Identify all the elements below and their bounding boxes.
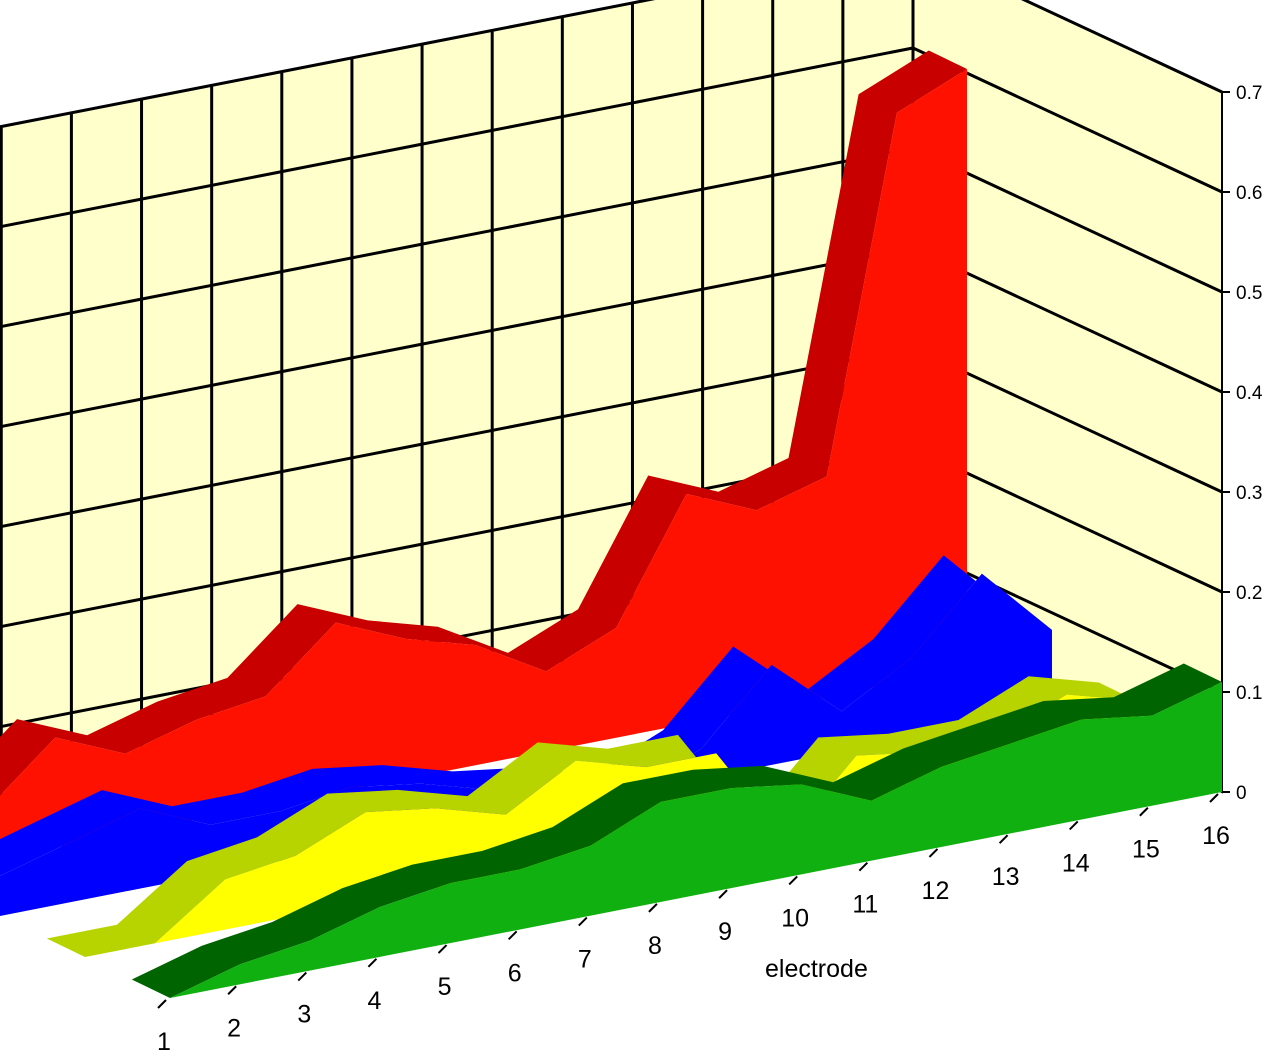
x-tick-mark: [718, 889, 728, 899]
x-tick-label: 6: [508, 959, 522, 987]
series-front-face: [170, 682, 1222, 998]
x-tick-mark: [998, 834, 1009, 844]
x-tick-label: 5: [438, 973, 452, 1001]
x-tick-label: 10: [781, 904, 809, 932]
x-tick-mark: [1139, 807, 1149, 817]
y-tick-label: 0.7: [1236, 83, 1262, 104]
series-top-surface: [131, 663, 1222, 998]
chart-series-layer: [0, 50, 1222, 998]
x-tick-mark: [1069, 820, 1079, 831]
series-top-surface: [0, 555, 1052, 876]
x-axis-ticks: 1 2 3 4 5 6 7 8 9 10 11 12 13 14 15 16: [157, 793, 1230, 1056]
series-top-surface: [0, 50, 967, 796]
x-tick-mark: [928, 848, 939, 858]
y-tick-label: 0.1: [1236, 683, 1262, 704]
x-tick-label: 1: [157, 1028, 171, 1056]
x-tick-mark: [227, 985, 237, 995]
x-tick-mark: [578, 916, 588, 927]
x-tick-label: 12: [922, 877, 950, 905]
x-tick-label: 4: [367, 987, 381, 1015]
x-tick-label: 11: [852, 891, 878, 919]
x-tick-mark: [507, 930, 518, 941]
y-tick-label: 0.4: [1236, 383, 1263, 404]
x-tick-mark: [367, 958, 378, 968]
x-tick-mark: [648, 903, 658, 913]
x-tick-label: 15: [1132, 836, 1160, 864]
series-2: [0, 555, 1052, 916]
x-tick-label: 9: [718, 918, 732, 946]
series-end-cap: [46, 938, 85, 957]
y-axis-ticks: 0 0.1 0.2 0.3 0.4 0.5 0.6 0.7: [1222, 83, 1263, 804]
x-tick-mark: [788, 875, 798, 886]
y-tick-label: 0.2: [1236, 583, 1262, 604]
x-tick-label: 7: [578, 946, 592, 974]
x-tick-label: 13: [992, 863, 1020, 891]
x-axis-label: electrode: [765, 955, 868, 983]
series-top-surface: [46, 676, 1137, 957]
y-tick-label: 0.5: [1236, 283, 1262, 304]
x-tick-label: 2: [227, 1014, 241, 1042]
x-tick-label: 8: [648, 932, 662, 960]
x-tick-label: 3: [297, 1001, 311, 1029]
series-4: [131, 663, 1222, 998]
series-front-face: [0, 573, 1052, 916]
x-tick-mark: [437, 944, 448, 954]
x-tick-mark: [858, 861, 869, 872]
x-tick-label: 16: [1202, 822, 1230, 850]
x-tick-mark: [157, 999, 167, 1009]
y-tick-label: 0.3: [1236, 483, 1262, 504]
x-tick-mark: [1209, 793, 1219, 803]
y-tick-label: 0: [1236, 783, 1247, 804]
y-tick-label: 0.6: [1236, 183, 1262, 204]
x-tick-mark: [297, 971, 307, 982]
x-tick-label: 14: [1062, 849, 1090, 877]
